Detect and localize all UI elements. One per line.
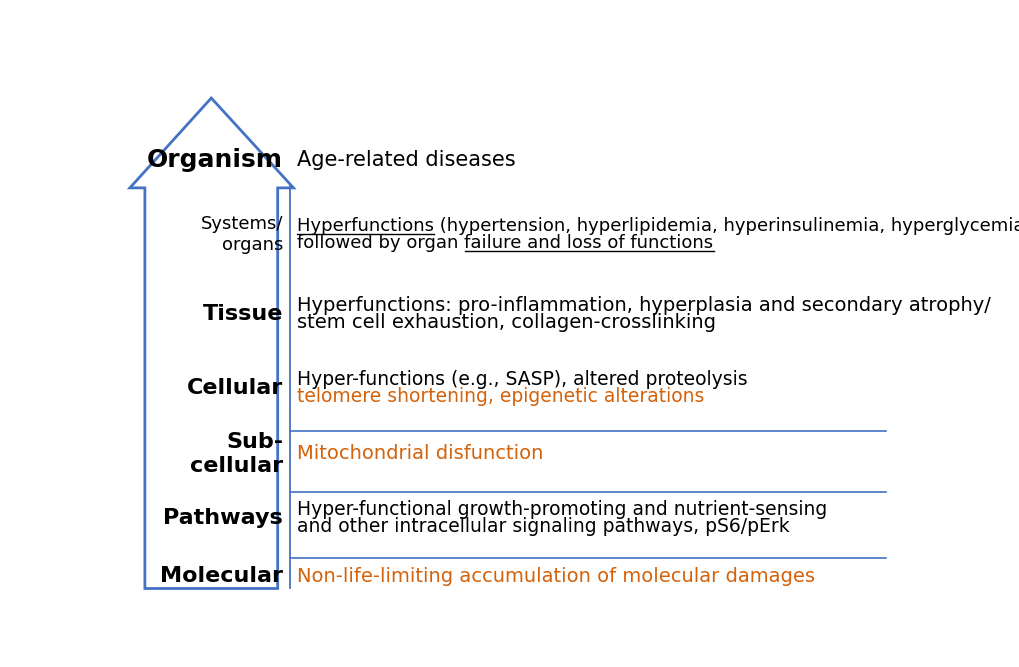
Text: Pathways: Pathways [163, 508, 283, 528]
Text: and other intracellular signaling pathways, pS6/pErk: and other intracellular signaling pathwa… [298, 517, 790, 536]
Text: Sub-
cellular: Sub- cellular [190, 432, 283, 476]
Text: Tissue: Tissue [203, 303, 283, 323]
Text: Hyperfunctions (hypertension, hyperlipidemia, hyperinsulinemia, hyperglycemia et: Hyperfunctions (hypertension, hyperlipid… [298, 217, 1019, 235]
Text: telomere shortening, epigenetic alterations: telomere shortening, epigenetic alterati… [298, 387, 704, 406]
Text: Non-life-limiting accumulation of molecular damages: Non-life-limiting accumulation of molecu… [298, 567, 814, 586]
Text: Hyper-functional growth-promoting and nutrient-sensing: Hyper-functional growth-promoting and nu… [298, 500, 826, 519]
Text: Molecular: Molecular [160, 566, 283, 586]
Text: Mitochondrial disfunction: Mitochondrial disfunction [298, 444, 543, 464]
Text: Organism: Organism [147, 147, 283, 171]
Text: followed by organ failure and loss of functions: followed by organ failure and loss of fu… [298, 233, 713, 251]
Text: Hyper-functions (e.g., SASP), altered proteolysis: Hyper-functions (e.g., SASP), altered pr… [298, 370, 747, 390]
Text: Age-related diseases: Age-related diseases [298, 149, 516, 169]
Text: stem cell exhaustion, collagen-crosslinking: stem cell exhaustion, collagen-crosslink… [298, 313, 715, 331]
Text: Systems/
organs: Systems/ organs [201, 215, 283, 253]
Text: Cellular: Cellular [186, 378, 283, 398]
Text: Hyperfunctions: pro-inflammation, hyperplasia and secondary atrophy/: Hyperfunctions: pro-inflammation, hyperp… [298, 295, 990, 315]
